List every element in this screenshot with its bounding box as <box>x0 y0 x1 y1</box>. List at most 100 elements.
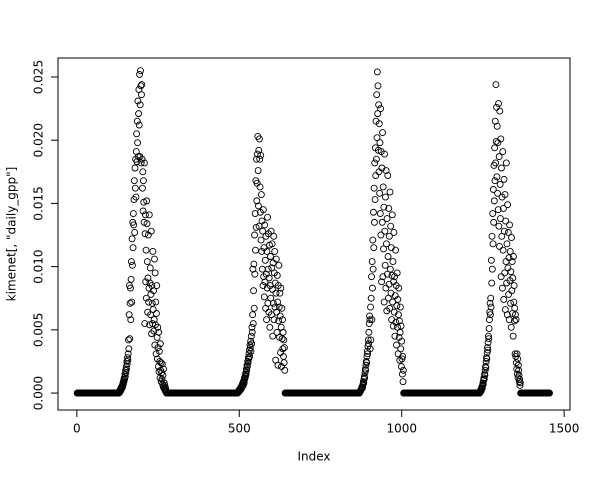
point <box>156 340 164 348</box>
point <box>499 148 507 156</box>
point <box>510 317 518 325</box>
point <box>369 236 377 244</box>
point <box>272 255 280 263</box>
point <box>280 336 288 344</box>
point <box>375 120 383 128</box>
point <box>498 284 506 292</box>
point <box>145 211 153 219</box>
point <box>367 294 375 302</box>
point <box>481 366 489 374</box>
point <box>398 370 406 378</box>
point <box>128 235 136 243</box>
point <box>278 335 286 343</box>
point <box>126 299 134 307</box>
point <box>383 215 391 223</box>
point <box>487 303 495 311</box>
point <box>510 298 518 306</box>
point <box>490 218 498 226</box>
point <box>142 246 150 254</box>
point <box>394 296 402 303</box>
point <box>363 352 371 360</box>
point <box>382 284 390 292</box>
point <box>382 167 390 174</box>
point <box>244 359 252 367</box>
point <box>376 189 384 197</box>
point <box>152 309 160 317</box>
point <box>277 284 285 292</box>
point <box>242 373 249 381</box>
point <box>149 247 157 255</box>
point <box>124 350 132 358</box>
point <box>276 289 284 297</box>
point <box>516 379 524 387</box>
point <box>509 274 517 282</box>
point <box>257 151 265 159</box>
point <box>150 316 158 324</box>
point <box>484 346 492 354</box>
point <box>280 359 288 367</box>
point <box>486 308 494 316</box>
point <box>150 327 158 335</box>
point <box>281 366 289 374</box>
point <box>137 159 145 167</box>
point <box>263 316 271 324</box>
point <box>507 299 514 307</box>
point <box>513 365 521 373</box>
point <box>492 159 500 167</box>
point <box>252 246 259 254</box>
point <box>250 287 258 295</box>
point <box>247 332 255 340</box>
point <box>269 332 277 340</box>
point <box>495 222 503 230</box>
point <box>155 347 163 355</box>
point <box>134 97 142 105</box>
point <box>253 155 260 163</box>
point <box>504 201 512 209</box>
point <box>381 150 388 158</box>
point <box>385 280 393 288</box>
point <box>249 311 257 319</box>
point <box>377 105 385 113</box>
point <box>378 278 386 286</box>
point <box>396 328 404 336</box>
point <box>398 337 406 345</box>
point <box>124 354 131 362</box>
point <box>251 231 258 239</box>
y-tick-label: 0.000 <box>32 376 46 410</box>
point <box>247 347 255 355</box>
point <box>382 193 389 201</box>
point <box>275 261 283 269</box>
point <box>396 303 404 311</box>
point <box>126 335 134 343</box>
point <box>381 227 389 235</box>
point <box>136 70 143 78</box>
point <box>389 258 397 266</box>
point <box>276 312 284 320</box>
point <box>243 366 251 374</box>
point <box>486 311 494 319</box>
point <box>148 299 156 307</box>
point <box>135 121 143 129</box>
point <box>512 316 520 324</box>
point <box>158 360 166 368</box>
point <box>132 193 140 201</box>
point <box>502 159 510 167</box>
point <box>264 299 272 307</box>
point <box>129 244 137 252</box>
point <box>248 323 256 331</box>
point <box>369 265 377 273</box>
point <box>256 183 264 191</box>
point <box>271 247 279 255</box>
point <box>500 227 508 235</box>
point <box>153 333 161 341</box>
point <box>265 274 273 282</box>
point <box>269 299 277 307</box>
point <box>372 155 380 163</box>
point <box>493 173 501 181</box>
point <box>387 222 395 230</box>
point <box>489 210 497 217</box>
point <box>497 273 505 281</box>
point <box>372 172 380 180</box>
point <box>139 184 146 192</box>
point <box>383 270 391 278</box>
